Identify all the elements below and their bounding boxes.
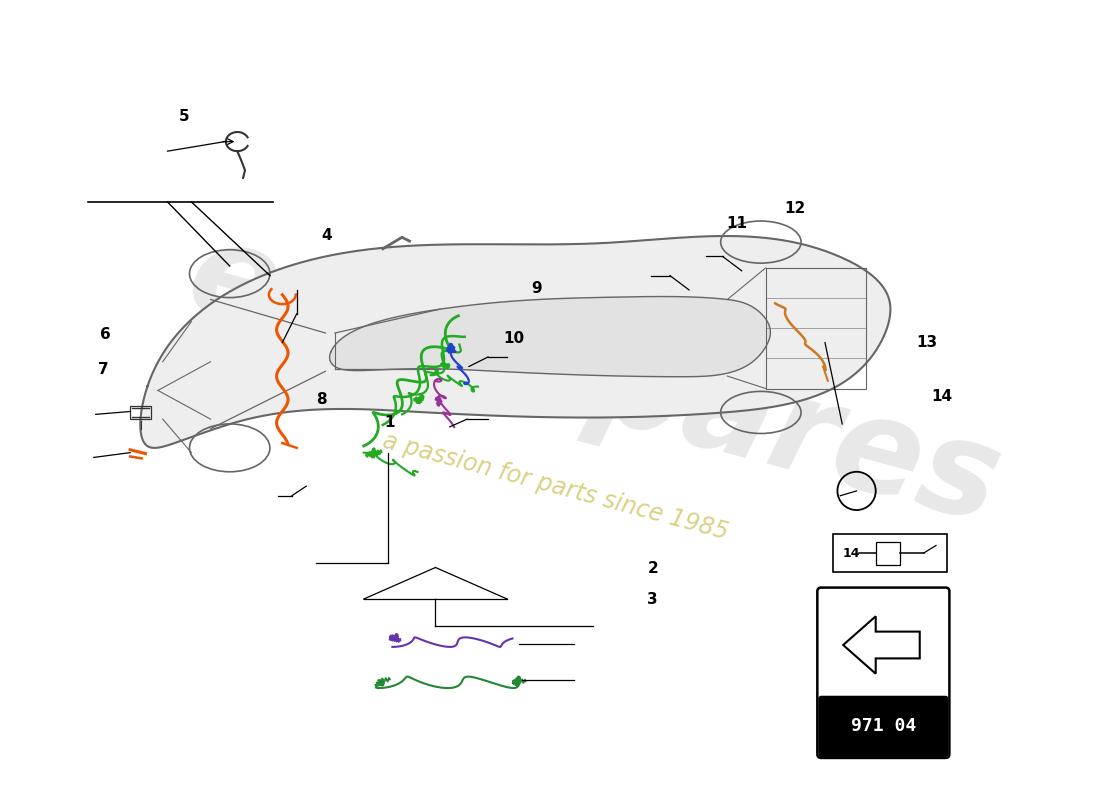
- Text: 11: 11: [726, 217, 747, 231]
- Text: 9: 9: [531, 282, 542, 297]
- Text: 12: 12: [784, 201, 805, 216]
- FancyBboxPatch shape: [818, 696, 948, 757]
- Text: 14: 14: [932, 389, 953, 404]
- Text: 4: 4: [321, 228, 332, 243]
- FancyBboxPatch shape: [817, 587, 949, 758]
- Text: 8: 8: [316, 393, 327, 407]
- Text: eurospares: eurospares: [174, 211, 1013, 550]
- Text: 14: 14: [843, 546, 860, 560]
- Text: 7: 7: [98, 362, 109, 377]
- Text: 13: 13: [916, 335, 937, 350]
- Text: a passion for parts since 1985: a passion for parts since 1985: [379, 428, 730, 544]
- Text: 6: 6: [100, 327, 111, 342]
- Text: 1: 1: [384, 415, 395, 430]
- Text: 2: 2: [647, 561, 658, 576]
- Bar: [876, 542, 900, 565]
- Text: 5: 5: [179, 110, 189, 124]
- Text: 10: 10: [503, 331, 525, 346]
- Bar: [130, 406, 151, 419]
- Text: 3: 3: [648, 591, 658, 606]
- Polygon shape: [330, 297, 770, 377]
- Text: 971 04: 971 04: [850, 718, 916, 735]
- Polygon shape: [141, 236, 890, 448]
- FancyBboxPatch shape: [833, 534, 947, 572]
- Polygon shape: [844, 616, 920, 674]
